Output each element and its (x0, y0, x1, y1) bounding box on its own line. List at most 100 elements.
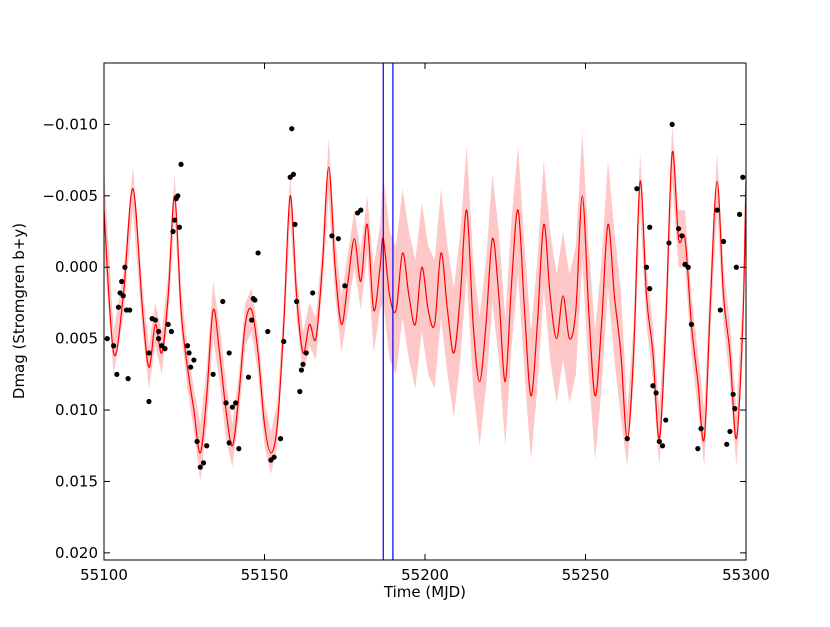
data-point (300, 361, 306, 367)
data-point (643, 264, 650, 270)
data-point (650, 383, 656, 389)
data-point (223, 400, 229, 406)
data-point (294, 298, 300, 305)
data-point (115, 304, 122, 310)
data-point (663, 417, 669, 423)
data-point (178, 161, 184, 167)
data-point (303, 350, 309, 356)
data-point (292, 221, 298, 227)
data-point (249, 317, 255, 323)
data-point (184, 343, 191, 349)
fit-line (103, 150, 747, 454)
data-point (695, 446, 701, 452)
data-point (310, 290, 316, 296)
data-point (335, 236, 341, 242)
data-point (210, 371, 216, 377)
data-point (220, 298, 226, 305)
data-point (634, 186, 640, 192)
data-point (119, 278, 125, 285)
data-point (624, 436, 630, 442)
data-point (252, 297, 258, 303)
y-tick-label: −0.010 (42, 115, 98, 133)
data-point (733, 264, 739, 270)
x-axis-label: Time (MJD) (383, 583, 466, 601)
x-tick-label: 55200 (401, 566, 449, 584)
data-point (122, 264, 128, 270)
data-point (172, 217, 178, 223)
data-point (162, 346, 168, 352)
data-point (165, 321, 171, 327)
data-point (146, 398, 152, 405)
data-point (290, 171, 296, 177)
data-point (127, 307, 133, 313)
data-point (740, 174, 746, 180)
data-point (226, 440, 232, 446)
x-tick-label: 55250 (562, 566, 610, 584)
data-point (194, 438, 200, 445)
x-tick-label: 55150 (241, 566, 289, 584)
data-point (155, 328, 162, 335)
data-point (724, 441, 730, 447)
data-point (342, 283, 348, 289)
data-point (358, 207, 364, 213)
data-point (245, 374, 252, 380)
data-point (659, 443, 666, 449)
data-point (727, 428, 733, 435)
y-tick-label: 0.000 (55, 258, 98, 276)
data-point (297, 388, 303, 395)
y-axis-label: Dmag (Stromgren b+y) (10, 223, 28, 399)
x-tick-label: 55100 (80, 566, 128, 584)
data-point (277, 436, 284, 442)
data-point (204, 443, 210, 449)
data-point (146, 350, 152, 356)
data-point (698, 426, 704, 432)
data-point (289, 126, 295, 132)
data-point (675, 226, 682, 232)
data-point (200, 460, 207, 466)
data-point (679, 233, 685, 239)
data-point (329, 233, 335, 239)
data-point (226, 350, 232, 356)
data-point (656, 438, 662, 445)
data-point (233, 400, 239, 406)
data-point (714, 207, 720, 213)
data-point (155, 336, 162, 342)
data-point (666, 240, 672, 246)
data-point (685, 264, 691, 270)
data-point (188, 364, 194, 370)
data-point (114, 371, 120, 377)
data-point (736, 211, 743, 217)
data-point (271, 454, 277, 460)
data-point (669, 121, 675, 128)
data-point (170, 228, 176, 235)
y-tick-label: 0.015 (55, 472, 98, 490)
data-point (236, 446, 242, 452)
data-point (125, 376, 131, 382)
data-point (730, 391, 736, 397)
data-point (111, 343, 117, 349)
y-tick-label: −0.005 (42, 187, 98, 205)
data-point (152, 317, 158, 323)
data-point (168, 328, 175, 335)
data-point (688, 321, 695, 327)
x-tick-label: 55300 (722, 566, 770, 584)
data-point (186, 350, 192, 356)
data-point (265, 328, 271, 335)
data-point (191, 357, 197, 363)
data-point (720, 238, 727, 245)
data-point (229, 404, 235, 410)
data-point (653, 390, 659, 396)
confidence-band (104, 124, 746, 482)
data-point (120, 293, 126, 299)
data-point (647, 286, 653, 292)
data-point (281, 338, 287, 345)
data-point (717, 307, 723, 313)
y-tick-label: 0.010 (55, 401, 98, 419)
data-point (732, 406, 738, 412)
data-point (197, 464, 203, 470)
data-point (647, 224, 653, 230)
data-point (255, 250, 261, 256)
y-tick-label: 0.020 (55, 544, 98, 562)
data-point (176, 224, 183, 230)
